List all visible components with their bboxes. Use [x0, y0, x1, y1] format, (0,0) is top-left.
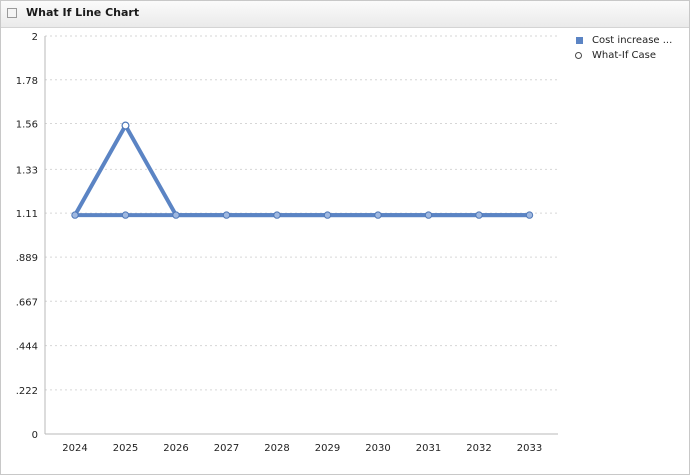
x-tick-label: 2027	[214, 443, 239, 454]
x-tick-label: 2031	[416, 443, 441, 454]
x-tick-label: 2028	[264, 443, 289, 454]
data-point-cost-increase	[525, 211, 534, 219]
x-tick-label: 2025	[113, 443, 138, 454]
y-tick-label: .444	[16, 342, 38, 353]
panel-titlebar: What If Line Chart	[1, 1, 689, 28]
y-tick-label: .667	[16, 297, 38, 308]
x-tick-label: 2026	[163, 443, 188, 454]
y-tick-label: .889	[16, 253, 38, 264]
y-tick-label: 1.78	[16, 76, 38, 87]
data-point-cost-increase	[273, 211, 281, 219]
legend-circle-marker-icon	[575, 52, 582, 59]
legend-item-cost-increase[interactable]: Cost increase ...	[575, 35, 672, 50]
x-tick-label: 2032	[466, 443, 491, 454]
data-point-cost-increase	[424, 211, 433, 219]
legend-item-what-if-case[interactable]: What-If Case	[575, 50, 672, 65]
panel-checkbox-icon[interactable]	[7, 8, 17, 18]
data-point-cost-increase	[121, 211, 130, 219]
y-tick-label: 1.56	[16, 120, 38, 131]
legend-label-cost-increase: Cost increase ...	[592, 35, 673, 46]
data-point-cost-increase	[172, 211, 180, 219]
y-tick-label: 2	[32, 32, 38, 43]
chart-title: What If Line Chart	[26, 6, 140, 19]
data-point-cost-increase	[323, 211, 332, 219]
data-point-what-if-case	[121, 121, 130, 130]
x-tick-label: 2029	[315, 443, 340, 454]
y-tick-label: 0	[32, 430, 38, 441]
data-point-cost-increase	[475, 211, 483, 219]
series-line-what-if-case	[73, 123, 532, 218]
chart-legend: Cost increase ... What-If Case	[575, 35, 672, 65]
data-point-cost-increase	[222, 211, 231, 219]
y-tick-label: 1.11	[16, 209, 38, 220]
x-tick-label: 2033	[517, 443, 542, 454]
y-tick-label: 1.33	[16, 165, 38, 176]
x-tick-label: 2024	[62, 443, 87, 454]
legend-label-what-if-case: What-If Case	[592, 50, 657, 61]
x-tick-label: 2030	[365, 443, 390, 454]
data-point-cost-increase	[71, 211, 79, 219]
legend-square-marker-icon	[576, 37, 583, 44]
data-point-cost-increase	[374, 211, 382, 219]
y-tick-label: .222	[16, 386, 38, 397]
